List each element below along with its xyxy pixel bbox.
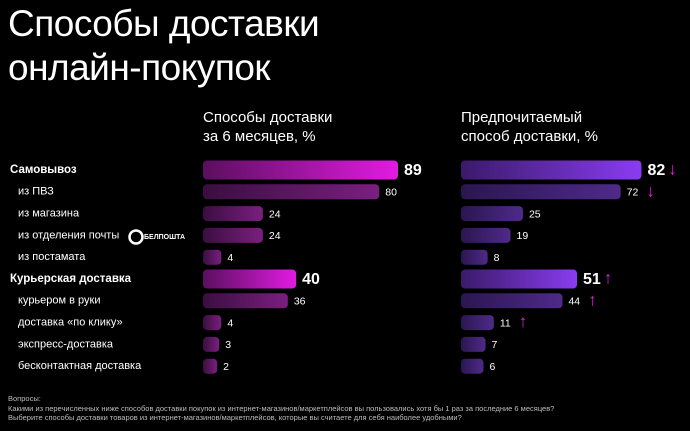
bar bbox=[203, 184, 380, 200]
value-label: 6 bbox=[489, 361, 495, 373]
value-label: 51 bbox=[583, 271, 601, 288]
bar bbox=[461, 269, 578, 289]
bar bbox=[461, 249, 488, 265]
category-label: из ПВЗ bbox=[18, 186, 54, 198]
chart-title: Способы доставки онлайн-покупок bbox=[8, 3, 320, 88]
value-label: 36 bbox=[294, 296, 306, 308]
category-label: экспресс-доставка bbox=[18, 338, 114, 350]
bar bbox=[203, 269, 297, 289]
category-label: Самовывоз bbox=[10, 164, 77, 176]
trend-arrow: ↑ bbox=[519, 312, 528, 331]
value-label: 80 bbox=[385, 187, 397, 199]
value-label: 72 bbox=[627, 187, 639, 199]
logo-text: БЕЛПОШТА bbox=[144, 234, 185, 241]
value-label: 11 bbox=[500, 317, 511, 329]
trend-arrow: ↓ bbox=[646, 181, 655, 200]
category-label: бесконтактная доставка bbox=[18, 360, 142, 372]
bar bbox=[461, 336, 486, 352]
value-label: 4 bbox=[227, 252, 233, 264]
value-label: 19 bbox=[516, 230, 528, 242]
value-label: 24 bbox=[269, 208, 281, 220]
bar bbox=[203, 227, 263, 243]
trend-arrow: ↑ bbox=[604, 268, 613, 287]
bar bbox=[203, 206, 263, 222]
logo-icon bbox=[128, 229, 144, 245]
value-label: 7 bbox=[492, 339, 498, 351]
category-label: курьером в руки bbox=[18, 295, 100, 307]
category-label: из постамата bbox=[18, 251, 86, 263]
bar bbox=[203, 315, 222, 331]
value-label: 8 bbox=[494, 252, 500, 264]
value-label: 40 bbox=[302, 271, 320, 288]
trend-arrow: ↓ bbox=[668, 159, 677, 178]
panel-title: Предпочитаемый способ доставки, % bbox=[461, 109, 598, 145]
bar bbox=[203, 249, 222, 265]
value-label: 2 bbox=[223, 361, 229, 373]
logo: БЕЛПОШТА bbox=[128, 229, 185, 245]
bar bbox=[461, 315, 494, 331]
value-label: 3 bbox=[225, 339, 231, 351]
bar bbox=[203, 336, 220, 352]
value-label: 25 bbox=[529, 208, 541, 220]
category-label: доставка «по клику» bbox=[18, 317, 123, 329]
trend-arrow: ↑ bbox=[588, 290, 597, 309]
value-label: 82 bbox=[647, 162, 665, 179]
bar bbox=[203, 160, 398, 180]
category-label: Курьерская доставка bbox=[10, 273, 132, 285]
value-label: 89 bbox=[404, 162, 422, 179]
bar bbox=[203, 293, 288, 309]
value-label: 44 bbox=[568, 296, 580, 308]
bar bbox=[461, 206, 523, 222]
footnote: Вопросы: Какими из перечисленных ниже сп… bbox=[8, 394, 555, 422]
bar bbox=[461, 227, 511, 243]
bar bbox=[203, 358, 218, 374]
category-label: из отделения почты bbox=[18, 229, 119, 241]
value-label: 4 bbox=[227, 317, 233, 329]
bar bbox=[461, 358, 484, 374]
value-label: 24 bbox=[269, 230, 281, 242]
bar bbox=[461, 293, 563, 309]
category-label: из магазина bbox=[18, 208, 80, 220]
panel-title: Способы доставки за 6 месяцев, % bbox=[203, 109, 333, 145]
bar bbox=[461, 184, 621, 200]
bar bbox=[461, 160, 642, 180]
